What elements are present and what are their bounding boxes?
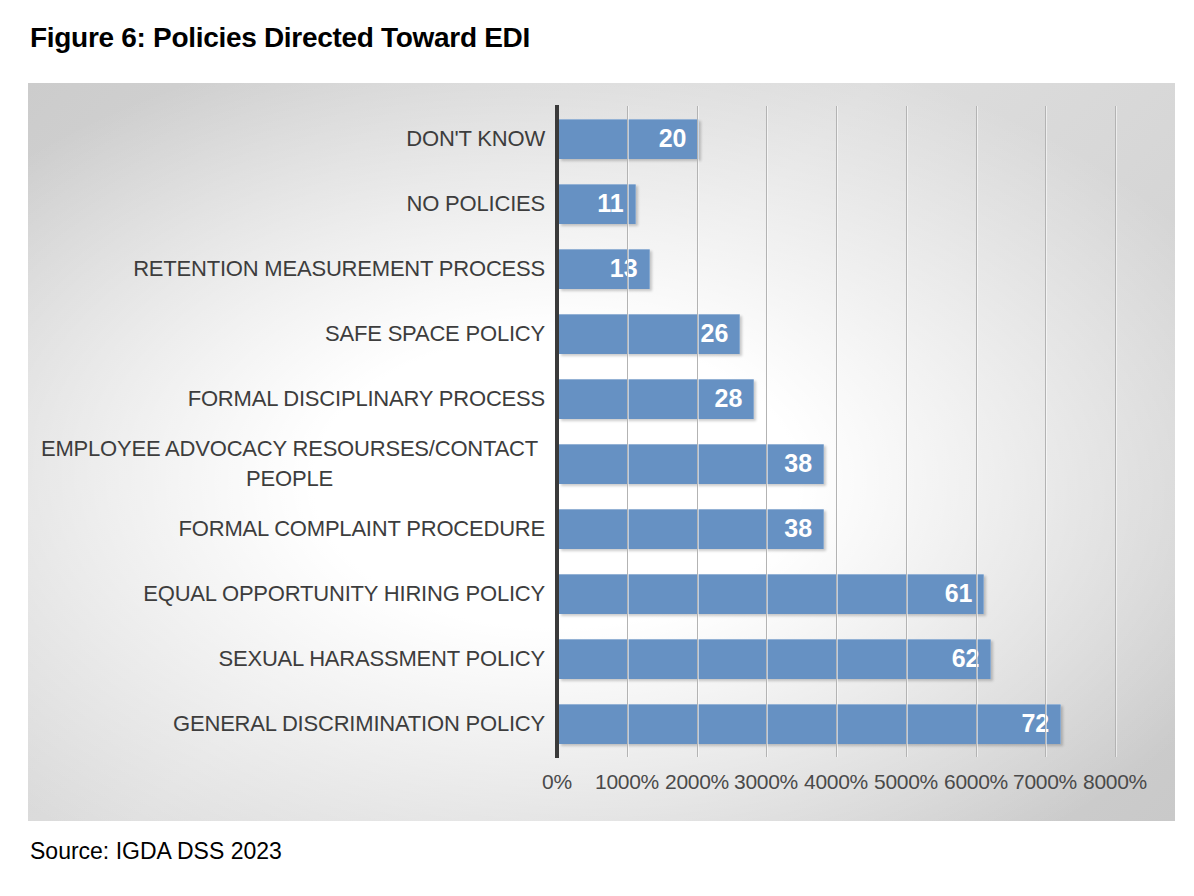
bar-row: DON'T KNOW 20 — [28, 106, 1175, 171]
bar: 61 — [559, 574, 984, 614]
bar-track: 61 — [559, 574, 1117, 614]
category-label: NO POLICIES — [34, 189, 545, 219]
bar-track: 62 — [559, 639, 1117, 679]
bar-row: EMPLOYEE ADVOCACY RESOURSES/CONTACT PEOP… — [28, 431, 1175, 496]
x-axis-tick-label: 7000% — [1013, 770, 1077, 794]
gridline — [906, 106, 907, 757]
category-label: GENERAL DISCRIMINATION POLICY — [34, 709, 545, 739]
bar-value-label: 13 — [610, 254, 650, 283]
bar-row: SEXUAL HARASSMENT POLICY 62 — [28, 626, 1175, 691]
x-axis-tick-label: 3000% — [734, 770, 798, 794]
bar-track: 28 — [559, 379, 1117, 419]
bar-value-label: 38 — [784, 514, 824, 543]
bar-value-label: 72 — [1021, 709, 1061, 738]
x-axis-tick-label: 2000% — [665, 770, 729, 794]
gridline — [836, 106, 837, 757]
x-axis-tick-label: 8000% — [1083, 770, 1147, 794]
category-label: FORMAL DISCIPLINARY PROCESS — [34, 384, 545, 414]
bar: 26 — [559, 314, 740, 354]
bar: 38 — [559, 509, 824, 549]
bar-row: FORMAL COMPLAINT PROCEDURE 38 — [28, 496, 1175, 561]
gridline — [1115, 106, 1116, 757]
bar-track: 26 — [559, 314, 1117, 354]
bar-track: 13 — [559, 249, 1117, 289]
gridline — [766, 106, 767, 757]
category-label: RETENTION MEASUREMENT PROCESS — [34, 254, 545, 284]
bar-value-label: 28 — [714, 384, 754, 413]
y-axis-line — [555, 105, 559, 758]
bar-row: GENERAL DISCRIMINATION POLICY 72 — [28, 691, 1175, 756]
bar: 11 — [559, 184, 636, 224]
category-label: DON'T KNOW — [34, 124, 545, 154]
figure-title: Figure 6: Policies Directed Toward EDI — [30, 22, 530, 54]
gridline — [697, 106, 698, 757]
source-caption: Source: IGDA DSS 2023 — [30, 838, 282, 865]
category-label: SEXUAL HARASSMENT POLICY — [34, 644, 545, 674]
x-axis-tick-label: 6000% — [944, 770, 1008, 794]
bar-track: 38 — [559, 444, 1117, 484]
bar: 62 — [559, 639, 991, 679]
category-label: EMPLOYEE ADVOCACY RESOURSES/CONTACT PEOP… — [34, 434, 545, 494]
category-label: EQUAL OPPORTUNITY HIRING POLICY — [34, 579, 545, 609]
bar-row: NO POLICIES 11 — [28, 171, 1175, 236]
x-axis-tick-label: 1000% — [595, 770, 659, 794]
bar-row: SAFE SPACE POLICY 26 — [28, 301, 1175, 366]
bar-value-label: 11 — [597, 189, 635, 218]
gridline — [976, 106, 977, 757]
bar-value-label: 26 — [701, 319, 741, 348]
bar-rows: DON'T KNOW 20 NO POLICIES 11 RETENTION M… — [28, 106, 1175, 756]
bar-value-label: 20 — [659, 124, 699, 153]
category-label: FORMAL COMPLAINT PROCEDURE — [34, 514, 545, 544]
x-axis-tick-label: 0% — [542, 770, 572, 794]
bar-track: 11 — [559, 184, 1117, 224]
bar-track: 20 — [559, 119, 1117, 159]
bar-row: FORMAL DISCIPLINARY PROCESS 28 — [28, 366, 1175, 431]
bar-track: 72 — [559, 704, 1117, 744]
bar: 20 — [559, 119, 699, 159]
bar-track: 38 — [559, 509, 1117, 549]
bar: 38 — [559, 444, 824, 484]
gridline — [1045, 106, 1046, 757]
bar-value-label: 38 — [784, 449, 824, 478]
bar-row: RETENTION MEASUREMENT PROCESS 13 — [28, 236, 1175, 301]
x-axis-tick-label: 4000% — [804, 770, 868, 794]
bar-value-label: 61 — [945, 579, 985, 608]
category-label: SAFE SPACE POLICY — [34, 319, 545, 349]
bar: 72 — [559, 704, 1061, 744]
x-axis-tick-label: 5000% — [874, 770, 938, 794]
bar-chart: DON'T KNOW 20 NO POLICIES 11 RETENTION M… — [28, 83, 1175, 821]
bar-value-label: 62 — [952, 644, 992, 673]
bar: 28 — [559, 379, 754, 419]
bar: 13 — [559, 249, 650, 289]
gridline — [627, 106, 628, 757]
bar-row: EQUAL OPPORTUNITY HIRING POLICY 61 — [28, 561, 1175, 626]
